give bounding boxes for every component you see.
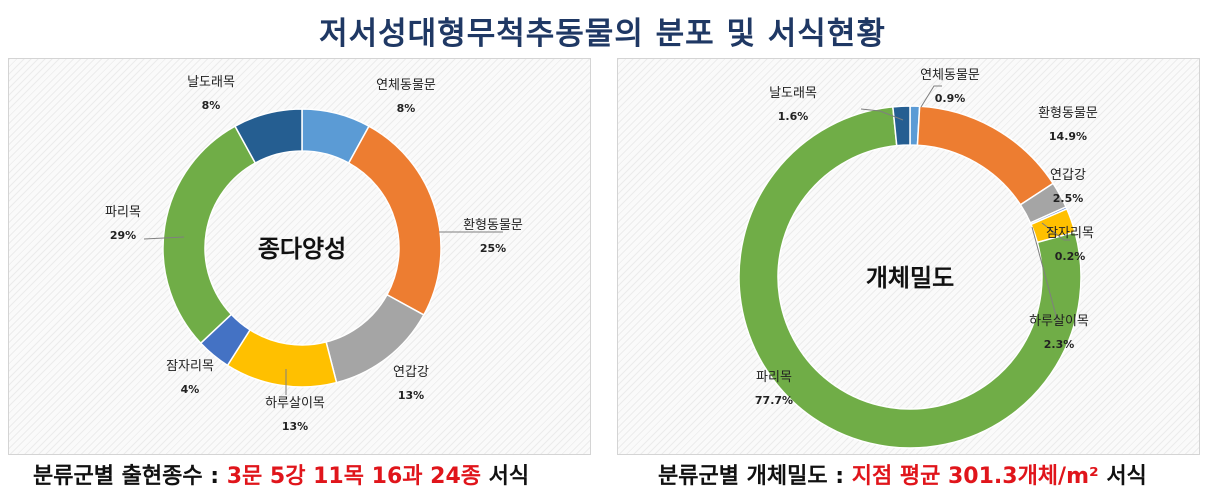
slice-category-label: 날도래목 — [769, 86, 817, 101]
slice-category-label: 잠자리목 — [166, 359, 214, 374]
slice-category-label: 날도래목 — [187, 75, 235, 90]
slice-value-label: 0.2% — [1055, 250, 1086, 263]
species-count-caption: 분류군별 출현종수 : 3문 5강 11목 16과 24종 서식 — [33, 458, 529, 490]
slice-category-label: 하루살이목 — [1029, 314, 1089, 329]
donut-slice — [738, 106, 1082, 449]
caption-prefix: 분류군별 개체밀도 : — [658, 464, 852, 489]
slice-value-label: 0.9% — [935, 92, 966, 105]
slice-value-label: 14.9% — [1049, 130, 1087, 143]
leader-line — [920, 85, 942, 108]
caption-suffix: 서식 — [481, 464, 530, 489]
leader-line — [1041, 222, 1070, 241]
caption-highlight: 지점 평균 301.3개체/m² — [851, 464, 1107, 489]
slice-category-label: 연체동물문 — [920, 68, 980, 83]
slice-value-label: 2.3% — [1044, 338, 1075, 351]
slice-value-label: 8% — [397, 102, 416, 115]
slice-category-label: 파리목 — [105, 205, 141, 220]
leader-line — [143, 236, 185, 240]
donut-center-label: 개체밀도 — [866, 264, 954, 292]
slice-category-label: 연체동물문 — [376, 78, 436, 93]
leader-line — [1031, 226, 1059, 324]
donut-slice — [347, 125, 442, 316]
donut-slice — [234, 108, 303, 165]
species-diversity-donut: 연체동물문 8% 환형동물문 25% 연갑강 13% 하루살이목 13% 잠자리목 4% 파리목 29… — [105, 75, 523, 433]
donut-center-label: 종다양성 — [258, 235, 346, 263]
slice-value-label: 13% — [398, 389, 424, 402]
slice-category-label: 잠자리목 — [1046, 226, 1094, 241]
slice-category-label: 연갑강 — [1050, 168, 1086, 183]
slice-value-label: 1.6% — [778, 110, 809, 123]
slice-category-label: 하루살이목 — [265, 396, 325, 411]
caption-suffix: 서식 — [1106, 464, 1147, 489]
slice-value-label: 2.5% — [1053, 192, 1084, 205]
slice-value-label: 8% — [202, 99, 221, 112]
donut-slice — [892, 105, 911, 147]
slice-category-label: 연갑강 — [393, 365, 429, 380]
caption-highlight: 3문 5강 11목 16과 24종 — [226, 464, 482, 489]
species-diversity-chart: 연체동물문 8% 환형동물문 25% 연갑강 13% 하루살이목 13% 잠자리목 4% 파리목 29… — [8, 58, 591, 455]
caption-prefix: 분류군별 출현종수 : — [33, 464, 227, 489]
density-caption: 분류군별 개체밀도 : 지점 평균 301.3개체/m² 서식 — [658, 458, 1147, 490]
donut-slice — [916, 105, 1055, 206]
slice-value-label: 77.7% — [755, 394, 793, 407]
slice-value-label: 25% — [480, 242, 506, 255]
slice-value-label: 29% — [110, 229, 136, 242]
population-density-donut: 연체동물문 0.9% 환형동물문 14.9% 연갑강 2.5% 잠자리목 0.2% 하루살이목 2… — [738, 68, 1098, 449]
population-density-chart: 연체동물문 0.9% 환형동물문 14.9% 연갑강 2.5% 잠자리목 0.2% 하루살이목 2… — [617, 58, 1200, 455]
slice-category-label: 환형동물문 — [463, 218, 523, 233]
slice-value-label: 13% — [282, 420, 308, 433]
slice-value-label: 4% — [181, 383, 200, 396]
page-title: 저서성대형무척추동물의 분포 및 서식현황 — [319, 16, 886, 52]
leader-line — [860, 108, 904, 121]
donut-slice — [162, 125, 257, 345]
slice-category-label: 파리목 — [756, 370, 792, 385]
slice-category-label: 환형동물문 — [1038, 106, 1098, 121]
